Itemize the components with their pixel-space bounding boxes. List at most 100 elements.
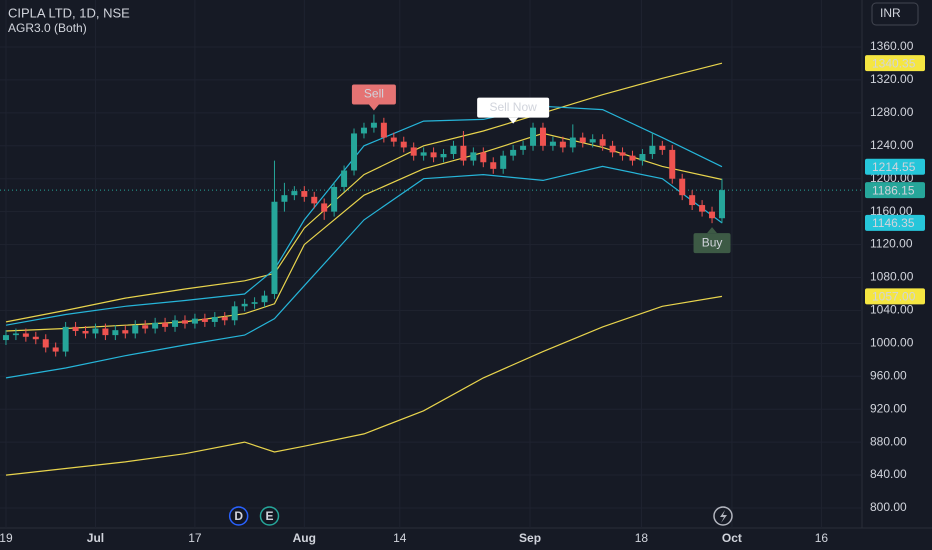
candle-body: [420, 152, 427, 156]
candle-body: [460, 145, 467, 161]
y-tick-label: 1040.00: [870, 303, 914, 317]
candle-body: [42, 339, 49, 348]
price-label: 1340.35: [872, 56, 916, 70]
candle-body: [539, 127, 546, 146]
currency[interactable]: INR: [880, 6, 901, 20]
annotation-label: Sell Now: [489, 100, 537, 114]
indicator-line: [5, 295, 723, 476]
candle-body: [659, 145, 666, 150]
candle-body: [679, 178, 686, 196]
price-label: 1186.15: [872, 183, 915, 197]
candle-body: [191, 318, 198, 324]
candle-body: [589, 139, 596, 143]
price-label: 1214.55: [872, 160, 916, 174]
candle-body: [510, 149, 517, 156]
candle-body: [450, 145, 457, 155]
x-tick-label: 19: [0, 531, 13, 545]
candle-body: [520, 145, 527, 150]
candle-body: [301, 191, 308, 197]
candle-body: [341, 170, 348, 187]
event-marker: [228, 506, 249, 526]
x-tick-label: Jul: [87, 531, 104, 545]
candle-body: [430, 152, 437, 158]
candle-body: [718, 190, 725, 219]
candle-body: [669, 149, 676, 179]
event-icon[interactable]: [713, 506, 733, 526]
candle-body: [549, 141, 556, 146]
candle-body: [390, 137, 397, 142]
candle-body: [569, 137, 576, 148]
y-tick-label: 1360.00: [870, 39, 914, 53]
candle-body: [112, 330, 119, 336]
candle-body: [261, 295, 268, 303]
candle-body: [689, 195, 696, 206]
candle-body: [172, 320, 179, 327]
x-tick-label: Oct: [722, 531, 742, 545]
y-tick-label: 800.00: [870, 500, 907, 514]
annotation-pointer: [368, 104, 379, 111]
candle-body: [579, 137, 586, 143]
y-tick-label: 960.00: [870, 368, 907, 382]
candle-body: [599, 139, 606, 146]
y-tick-label: 840.00: [870, 467, 907, 481]
candle-body: [201, 318, 208, 322]
annotation-pointer: [508, 117, 519, 124]
price-label: 1146.35: [872, 216, 915, 230]
price-label-box: [865, 214, 925, 231]
y-tick-label: 920.00: [870, 401, 907, 415]
event-marker: [259, 506, 280, 526]
y-tick-label: 1000.00: [870, 336, 914, 350]
candle-body: [609, 145, 616, 153]
price-label-box: [865, 55, 925, 72]
y-tick-label: 1280.00: [870, 105, 914, 119]
candle-body: [132, 325, 139, 334]
x-tick-label: 16: [815, 531, 829, 545]
candle-body: [480, 152, 487, 163]
price-label-box: [865, 182, 925, 199]
annotation-pointer: [707, 227, 718, 234]
candle-body: [291, 191, 298, 196]
candle-body: [351, 133, 358, 171]
candle-body: [72, 326, 79, 331]
candle-body: [559, 141, 566, 148]
price-label-box: [865, 158, 925, 175]
candle-body: [370, 122, 377, 128]
candle-body: [410, 147, 417, 156]
candle-body: [649, 145, 656, 155]
x-tick-label: 14: [393, 531, 407, 545]
candle-body: [251, 302, 258, 304]
indicator-line: [5, 165, 723, 379]
event-label: E: [265, 509, 273, 523]
y-tick-label: 1160.00: [870, 204, 913, 218]
annotation-label: Sell: [364, 87, 384, 101]
candle-body: [709, 211, 716, 219]
y-tick-label: 1120.00: [870, 237, 913, 251]
y-tick-label: 1080.00: [870, 270, 914, 284]
currency-button[interactable]: [871, 2, 919, 26]
candle-body: [231, 306, 238, 321]
candle-body: [82, 330, 89, 334]
candle-body: [490, 162, 497, 169]
candle-body: [271, 201, 278, 294]
candle-body: [321, 203, 328, 212]
candle-body: [639, 154, 646, 161]
x-tick-label: 17: [188, 531, 202, 545]
annotation-box: [693, 233, 731, 254]
indicator: AGR3.0 (Both): [8, 21, 87, 35]
y-tick-label: 1320.00: [870, 72, 914, 86]
candle-body: [211, 317, 218, 322]
candle-body: [12, 333, 19, 336]
candle-body: [241, 303, 248, 307]
candle-body: [629, 155, 636, 161]
annotation-box: [477, 97, 550, 118]
symbol: CIPLA LTD, 1D, NSE: [8, 5, 130, 20]
candle-body: [360, 127, 367, 134]
price-label: 1057.00: [872, 290, 916, 304]
candle-body: [122, 330, 129, 334]
x-tick-label: Aug: [293, 531, 316, 545]
candle-body: [699, 205, 706, 212]
candle-body: [181, 320, 188, 324]
candle-body: [142, 325, 149, 329]
